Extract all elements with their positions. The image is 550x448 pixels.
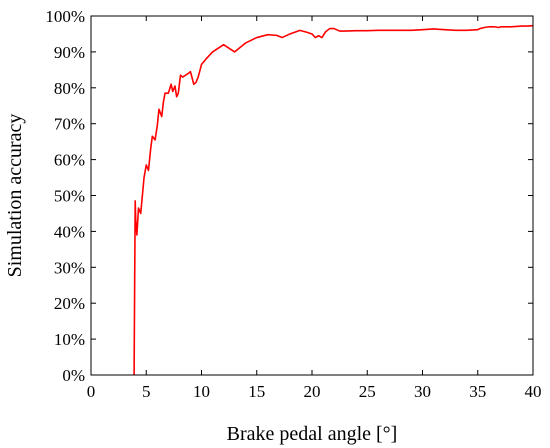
x-tick-label: 25: [359, 382, 376, 401]
x-tick-label: 40: [525, 382, 542, 401]
y-tick-label: 80%: [54, 79, 85, 98]
y-tick-label: 50%: [54, 187, 85, 206]
x-tick-label: 20: [304, 382, 321, 401]
x-tick-label: 5: [142, 382, 151, 401]
y-tick-label: 70%: [54, 115, 85, 134]
y-tick-label: 10%: [54, 330, 85, 349]
y-tick-label: 60%: [54, 151, 85, 170]
axes-layer: 0 5 10 15 20 25 30 35 40 0% 10% 20% 30% 40% 50% 60% 70% 8…: [45, 7, 541, 401]
y-tick-label: 30%: [54, 258, 85, 277]
y-axis-label: Simulation accuracy: [4, 114, 26, 278]
y-tick-label: 0%: [62, 366, 85, 385]
series-line-0: [133, 24, 534, 376]
y-tick-label: 100%: [45, 7, 85, 26]
x-tick-label: 15: [248, 382, 265, 401]
y-tick-label: 40%: [54, 222, 85, 241]
plot-layer: [133, 24, 534, 376]
y-tick-label: 90%: [54, 43, 85, 62]
y-tick-label: 20%: [54, 294, 85, 313]
plot-frame: [90, 15, 534, 376]
x-tick-label: 10: [193, 382, 210, 401]
x-axis-label: Brake pedal angle [°]: [227, 423, 398, 445]
x-tick-label: 35: [469, 382, 486, 401]
x-tick-label: 30: [414, 382, 431, 401]
x-tick-label: 0: [87, 382, 96, 401]
